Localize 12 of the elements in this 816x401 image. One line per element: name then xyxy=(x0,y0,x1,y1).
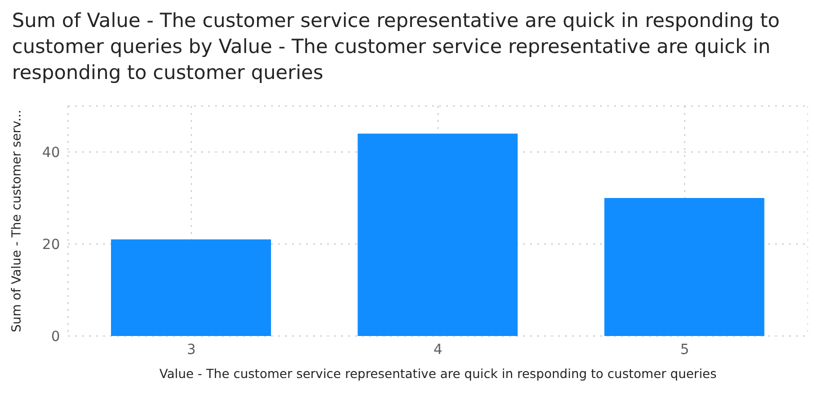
y-tick-label: 0 xyxy=(51,328,60,345)
y-tick-label: 20 xyxy=(42,236,60,253)
bar xyxy=(358,134,518,336)
y-tick-label: 40 xyxy=(42,144,60,161)
x-tick-label: 5 xyxy=(680,342,690,358)
chart-title: Sum of Value - The customer service representative are quick in responding to customer queries by Value - The customer service representative are quick in responding to customer queries xyxy=(12,8,781,86)
bar xyxy=(111,239,271,336)
y-axis-title: Sum of Value - The customer serv... xyxy=(8,110,24,332)
x-tick-label: 3 xyxy=(186,342,196,358)
x-axis-title: Value - The customer service representative are quick in responding to customer queries xyxy=(159,366,717,381)
bar xyxy=(604,198,764,336)
x-tick-label: 4 xyxy=(434,342,443,358)
